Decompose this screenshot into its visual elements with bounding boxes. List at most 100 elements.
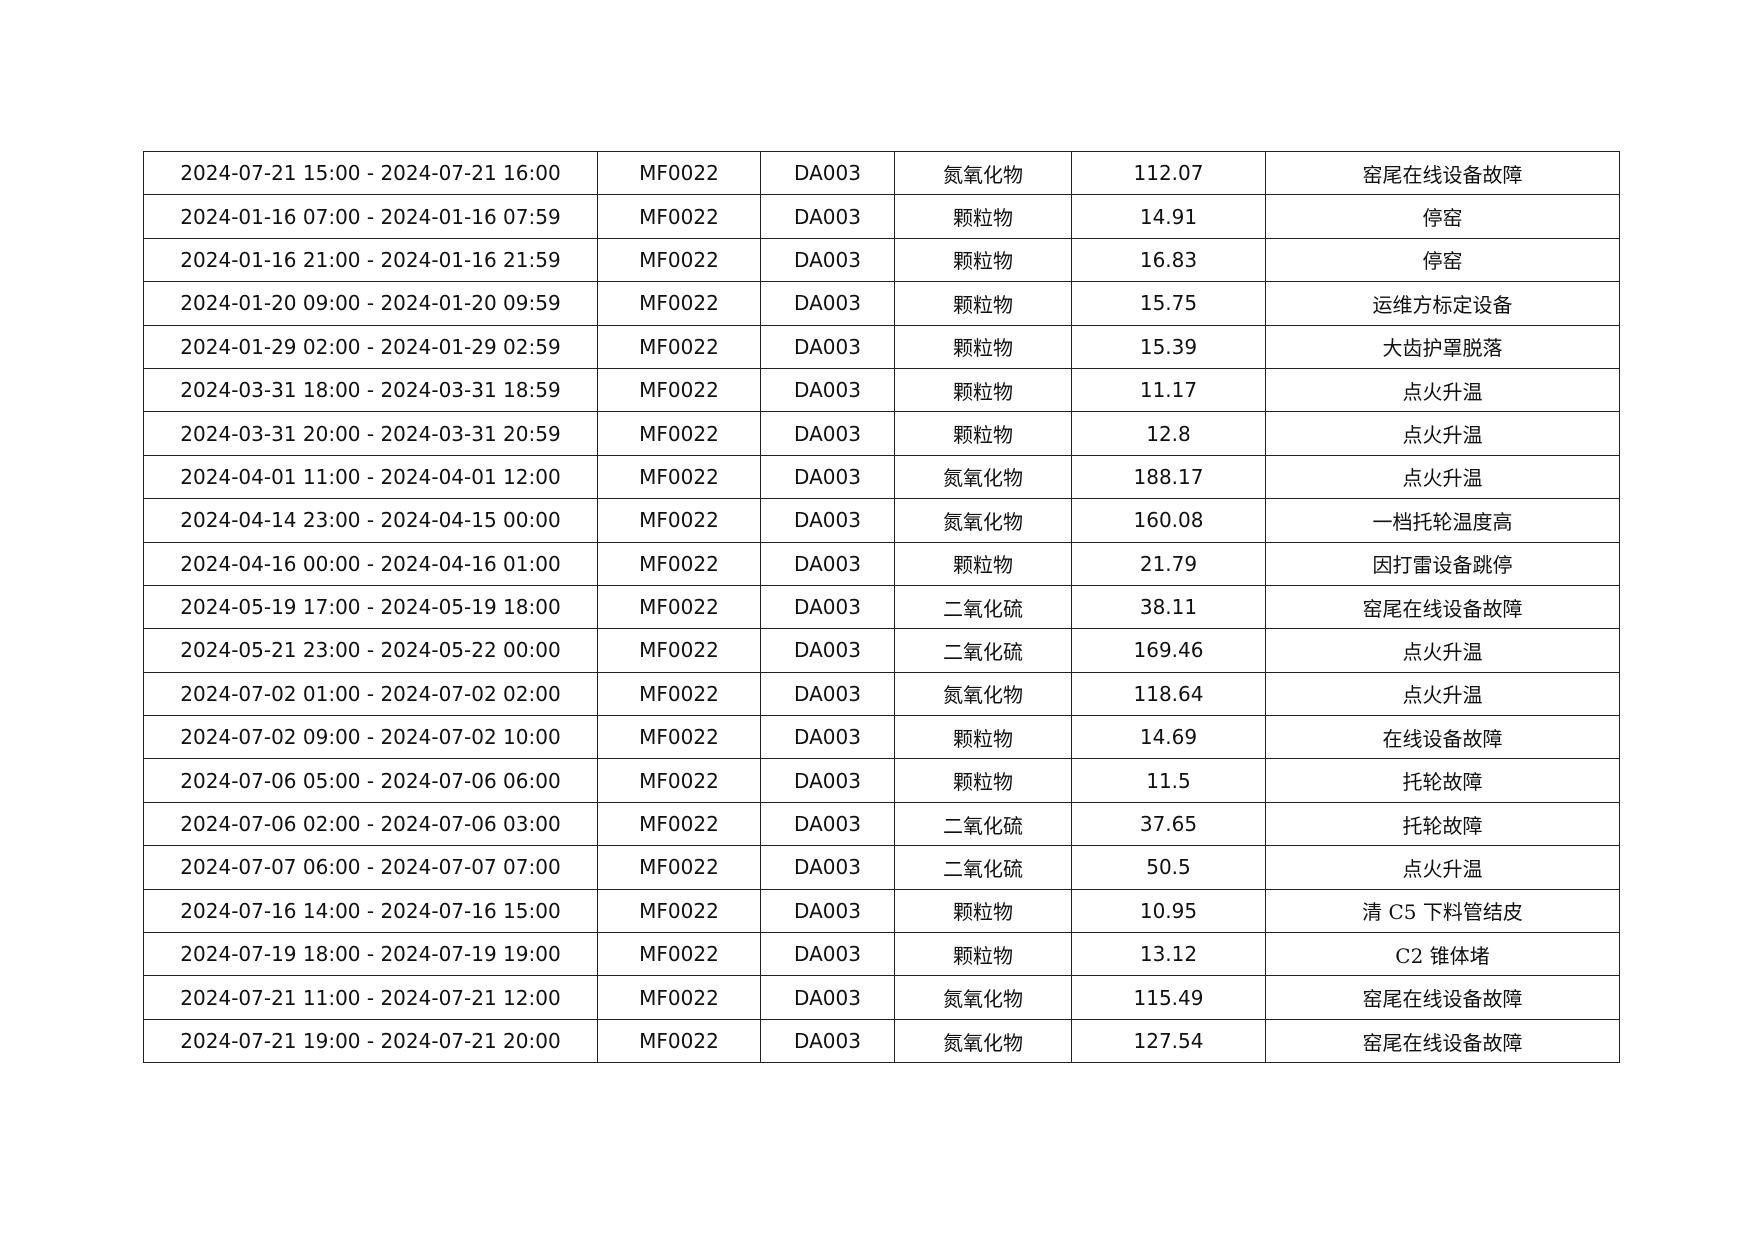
company-code-cell: MF0022 <box>597 628 761 673</box>
time-period-cell: 2024-07-06 02:00 - 2024-07-06 03:00 <box>143 801 598 847</box>
time-period-cell: 2024-03-31 20:00 - 2024-03-31 20:59 <box>143 411 598 456</box>
company-code-cell: MF0022 <box>597 801 761 847</box>
reason-cell: 窑尾在线设备故障 <box>1265 1018 1620 1064</box>
time-period-cell: 2024-07-02 09:00 - 2024-07-02 10:00 <box>143 715 598 760</box>
company-code-cell: MF0022 <box>597 150 761 196</box>
table-row: 2024-01-16 21:00 - 2024-01-16 21:59 MF002… <box>143 237 1620 283</box>
outlet-code-cell: DA003 <box>760 324 895 369</box>
outlet-code-cell: DA003 <box>760 932 895 977</box>
company-code-cell: MF0022 <box>597 975 761 1020</box>
outlet-code-cell: DA003 <box>760 888 895 934</box>
company-code-cell: MF0022 <box>597 194 761 239</box>
table-row: 2024-07-02 01:00 - 2024-07-02 02:00 MF002… <box>143 671 1620 717</box>
outlet-code-cell: DA003 <box>760 498 895 543</box>
value-cell: 12.8 <box>1071 411 1266 456</box>
table-row: 2024-03-31 18:00 - 2024-03-31 18:59 MF002… <box>143 367 1620 413</box>
outlet-code-cell: DA003 <box>760 194 895 239</box>
table-row: 2024-01-20 09:00 - 2024-01-20 09:59 MF002… <box>143 281 1620 326</box>
value-cell: 38.11 <box>1071 584 1266 630</box>
time-period-cell: 2024-01-20 09:00 - 2024-01-20 09:59 <box>143 281 598 326</box>
value-cell: 118.64 <box>1071 671 1266 717</box>
reason-cell: 点火升温 <box>1265 845 1620 890</box>
reason-cell: 点火升温 <box>1265 671 1620 717</box>
outlet-code-cell: DA003 <box>760 628 895 673</box>
table-row: 2024-07-21 15:00 - 2024-07-21 16:00 MF002… <box>143 150 1620 196</box>
table-row: 2024-05-21 23:00 - 2024-05-22 00:00 MF002… <box>143 628 1620 673</box>
company-code-cell: MF0022 <box>597 584 761 630</box>
time-period-cell: 2024-01-29 02:00 - 2024-01-29 02:59 <box>143 324 598 369</box>
pollutant-cell: 颗粒物 <box>894 194 1072 239</box>
value-cell: 37.65 <box>1071 801 1266 847</box>
reason-cell: 停窑 <box>1265 237 1620 283</box>
time-period-cell: 2024-07-07 06:00 - 2024-07-07 07:00 <box>143 845 598 890</box>
value-cell: 14.91 <box>1071 194 1266 239</box>
time-period-cell: 2024-05-21 23:00 - 2024-05-22 00:00 <box>143 628 598 673</box>
table-row: 2024-04-16 00:00 - 2024-04-16 01:00 MF002… <box>143 541 1620 586</box>
reason-cell: 在线设备故障 <box>1265 715 1620 760</box>
company-code-cell: MF0022 <box>597 281 761 326</box>
pollutant-cell: 颗粒物 <box>894 237 1072 283</box>
outlet-code-cell: DA003 <box>760 671 895 717</box>
reason-cell: 点火升温 <box>1265 367 1620 413</box>
pollutant-cell: 二氧化硫 <box>894 801 1072 847</box>
table-row: 2024-03-31 20:00 - 2024-03-31 20:59 MF002… <box>143 411 1620 456</box>
reason-cell: 清 C5 下料管结皮 <box>1265 888 1620 934</box>
table-row: 2024-01-29 02:00 - 2024-01-29 02:59 MF002… <box>143 324 1620 369</box>
outlet-code-cell: DA003 <box>760 454 895 500</box>
outlet-code-cell: DA003 <box>760 845 895 890</box>
time-period-cell: 2024-07-16 14:00 - 2024-07-16 15:00 <box>143 888 598 934</box>
table-row: 2024-07-06 02:00 - 2024-07-06 03:00 MF002… <box>143 801 1620 847</box>
table-row: 2024-04-14 23:00 - 2024-04-15 00:00 MF002… <box>143 498 1620 543</box>
value-cell: 21.79 <box>1071 541 1266 586</box>
value-cell: 188.17 <box>1071 454 1266 500</box>
outlet-code-cell: DA003 <box>760 150 895 196</box>
reason-cell: 窑尾在线设备故障 <box>1265 975 1620 1020</box>
table-row: 2024-07-16 14:00 - 2024-07-16 15:00 MF002… <box>143 888 1620 934</box>
reason-cell: 窑尾在线设备故障 <box>1265 584 1620 630</box>
time-period-cell: 2024-07-02 01:00 - 2024-07-02 02:00 <box>143 671 598 717</box>
pollutant-cell: 氮氧化物 <box>894 975 1072 1020</box>
outlet-code-cell: DA003 <box>760 758 895 803</box>
table-body: 2024-07-21 15:00 - 2024-07-21 16:00 MF002… <box>143 150 1620 1064</box>
pollutant-cell: 氮氧化物 <box>894 454 1072 500</box>
outlet-code-cell: DA003 <box>760 715 895 760</box>
table-row: 2024-05-19 17:00 - 2024-05-19 18:00 MF002… <box>143 584 1620 630</box>
company-code-cell: MF0022 <box>597 237 761 283</box>
reason-cell: 窑尾在线设备故障 <box>1265 150 1620 196</box>
table-row: 2024-07-19 18:00 - 2024-07-19 19:00 MF002… <box>143 932 1620 977</box>
company-code-cell: MF0022 <box>597 888 761 934</box>
value-cell: 11.17 <box>1071 367 1266 413</box>
table-row: 2024-07-07 06:00 - 2024-07-07 07:00 MF002… <box>143 845 1620 890</box>
value-cell: 13.12 <box>1071 932 1266 977</box>
reason-cell: 大齿护罩脱落 <box>1265 324 1620 369</box>
company-code-cell: MF0022 <box>597 1018 761 1064</box>
company-code-cell: MF0022 <box>597 932 761 977</box>
time-period-cell: 2024-07-21 11:00 - 2024-07-21 12:00 <box>143 975 598 1020</box>
pollutant-cell: 颗粒物 <box>894 367 1072 413</box>
reason-cell: 点火升温 <box>1265 628 1620 673</box>
outlet-code-cell: DA003 <box>760 281 895 326</box>
reason-cell: 托轮故障 <box>1265 758 1620 803</box>
value-cell: 112.07 <box>1071 150 1266 196</box>
company-code-cell: MF0022 <box>597 845 761 890</box>
company-code-cell: MF0022 <box>597 324 761 369</box>
pollutant-cell: 氮氧化物 <box>894 150 1072 196</box>
outlet-code-cell: DA003 <box>760 801 895 847</box>
table-row: 2024-01-16 07:00 - 2024-01-16 07:59 MF002… <box>143 194 1620 239</box>
pollutant-cell: 氮氧化物 <box>894 671 1072 717</box>
pollutant-cell: 颗粒物 <box>894 888 1072 934</box>
value-cell: 14.69 <box>1071 715 1266 760</box>
reason-cell: 因打雷设备跳停 <box>1265 541 1620 586</box>
reason-cell: 停窑 <box>1265 194 1620 239</box>
pollutant-cell: 颗粒物 <box>894 758 1072 803</box>
outlet-code-cell: DA003 <box>760 237 895 283</box>
outlet-code-cell: DA003 <box>760 584 895 630</box>
outlet-code-cell: DA003 <box>760 1018 895 1064</box>
pollutant-cell: 颗粒物 <box>894 715 1072 760</box>
time-period-cell: 2024-07-21 15:00 - 2024-07-21 16:00 <box>143 150 598 196</box>
time-period-cell: 2024-04-14 23:00 - 2024-04-15 00:00 <box>143 498 598 543</box>
outlet-code-cell: DA003 <box>760 541 895 586</box>
pollutant-cell: 颗粒物 <box>894 932 1072 977</box>
time-period-cell: 2024-03-31 18:00 - 2024-03-31 18:59 <box>143 367 598 413</box>
value-cell: 127.54 <box>1071 1018 1266 1064</box>
